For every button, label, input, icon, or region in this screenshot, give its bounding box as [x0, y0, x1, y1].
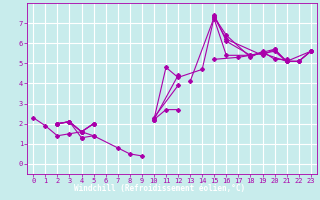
- Text: Windchill (Refroidissement éolien,°C): Windchill (Refroidissement éolien,°C): [75, 184, 245, 193]
